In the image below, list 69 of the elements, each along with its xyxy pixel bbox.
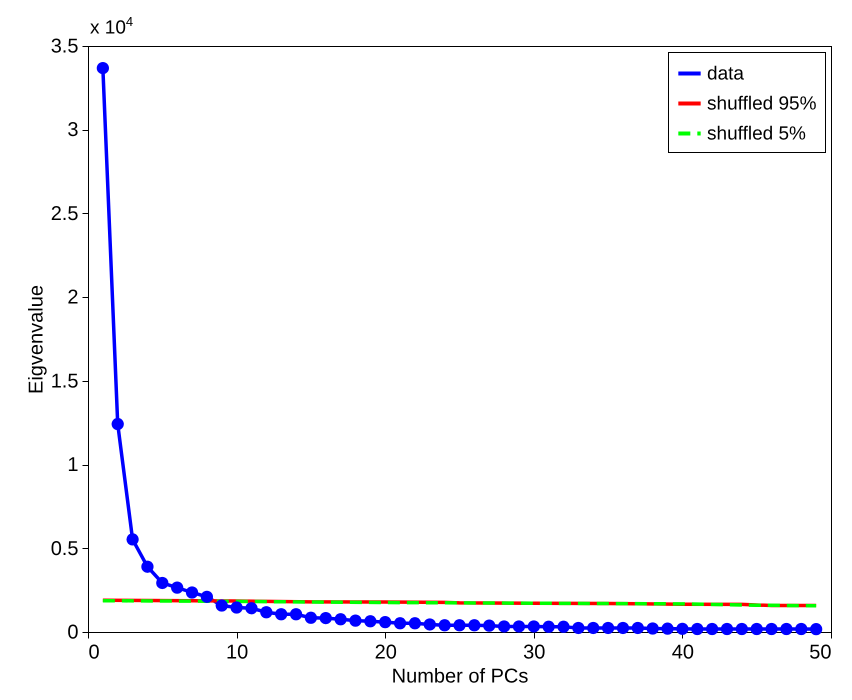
y-tick-label: 1.5 (50, 370, 78, 392)
point (408, 617, 422, 630)
point (334, 613, 347, 626)
point (245, 602, 258, 614)
point (394, 617, 406, 630)
point (632, 622, 644, 634)
point (126, 533, 139, 546)
point (765, 622, 778, 636)
y-tick-label: 1 (67, 454, 78, 476)
point (379, 616, 392, 628)
point (795, 622, 808, 636)
y-tick-label: 2.5 (50, 202, 78, 225)
axis-multiplier: x 10$^{4}$ (90, 14, 134, 40)
x-tick-label: 20 (374, 642, 397, 664)
point (557, 620, 570, 633)
point (304, 612, 318, 624)
point (141, 560, 154, 573)
legend-label: shuffled 5% (707, 124, 806, 144)
x-tick-label: 40 (672, 642, 694, 664)
x-tick-label: 10 (226, 642, 248, 664)
point (200, 590, 214, 603)
point (96, 62, 109, 74)
point (646, 622, 659, 635)
point (230, 601, 243, 614)
point (216, 599, 228, 612)
point (424, 618, 436, 631)
point (349, 614, 362, 627)
point (112, 418, 124, 430)
point (290, 608, 302, 620)
point (572, 622, 585, 634)
point (320, 612, 332, 624)
point (512, 620, 526, 633)
point (260, 606, 272, 618)
point (602, 622, 614, 634)
point (275, 608, 288, 620)
point (483, 620, 496, 632)
y-tick-label: 0.5 (50, 538, 78, 560)
y-tick-label: 0 (67, 622, 78, 644)
point (736, 622, 748, 636)
point (616, 622, 630, 634)
point (438, 619, 451, 632)
point (706, 622, 718, 636)
x-tick-label: 30 (523, 642, 546, 664)
y-tick-label: 3 (67, 119, 78, 142)
point (498, 620, 510, 633)
point (676, 622, 689, 635)
legend-label: shuffled 95% (707, 94, 817, 114)
point (468, 619, 480, 632)
x-tick-label: 50 (809, 642, 832, 664)
point (750, 622, 763, 636)
point (587, 622, 600, 634)
point (528, 620, 540, 633)
legend-label: data (707, 64, 744, 84)
point (542, 620, 555, 633)
y-tick-label: 3.5 (50, 36, 78, 58)
point (171, 582, 184, 594)
point (661, 622, 674, 635)
y-tick-label: 2 (67, 286, 78, 309)
point (780, 622, 793, 636)
x-axis-title: Number of PCs (392, 666, 528, 688)
x-tick-label: 0 (88, 642, 100, 664)
point (810, 623, 822, 636)
point (691, 622, 704, 636)
point (364, 615, 376, 628)
y-axis-title: Eigvenvalue (26, 285, 48, 394)
point (156, 576, 168, 590)
point (720, 622, 734, 636)
point (453, 619, 466, 632)
point (186, 586, 198, 599)
